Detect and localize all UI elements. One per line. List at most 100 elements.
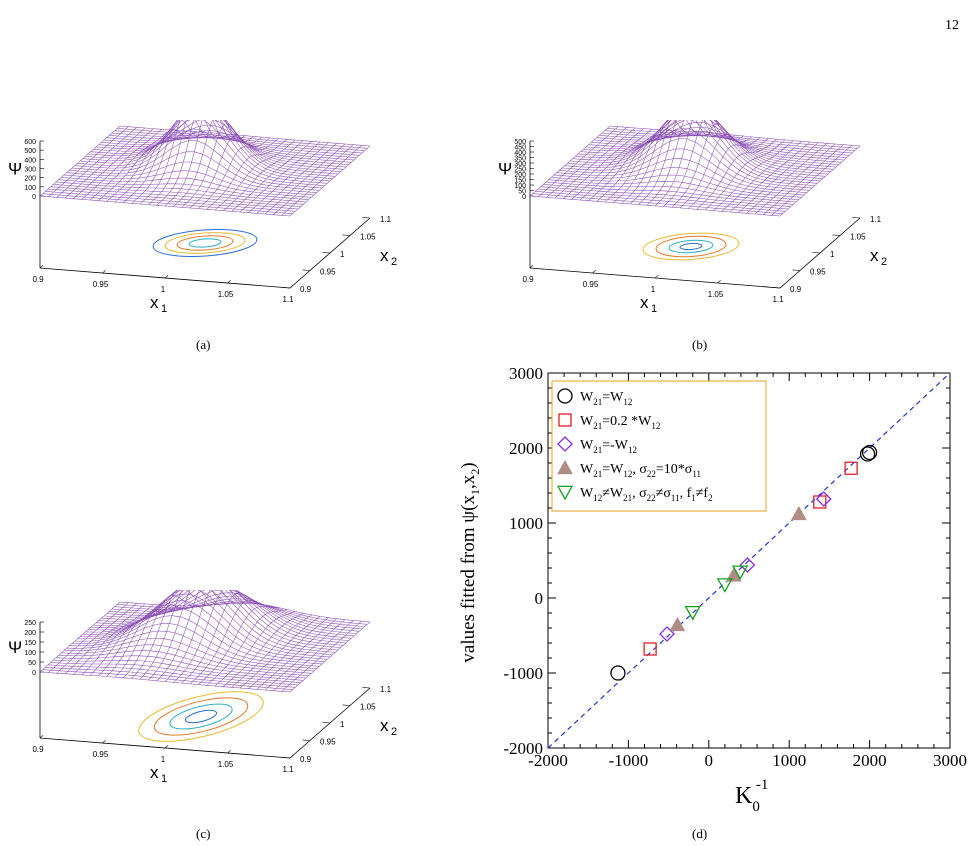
x2-axis-label: x [870,246,879,265]
mesh-line [111,132,363,154]
legend-box [551,380,767,512]
z-tick-label: 250 [514,167,526,174]
legend-label: W21=W12, σ22=10*σ11 [580,462,701,479]
x-tick-label: -1000 [609,751,649,770]
z-tick-label: 300 [24,167,36,174]
mesh-line [264,143,346,215]
legend-label-part: W [580,486,594,501]
z-tick-label: 500 [24,148,36,155]
contour-ring [655,235,727,258]
mesh-line [540,186,791,207]
mesh-line [264,619,346,691]
x2-tick-label: 0.95 [320,268,336,277]
mesh-line [81,129,162,200]
mesh-line [50,186,301,207]
y-axis-label-part: ,x [458,474,479,489]
data-point [669,616,686,632]
x1-axis-label: x [640,293,649,312]
x1-tick-label: 1.05 [218,760,234,769]
mesh-line [117,128,368,149]
legend-label: W21=0.2 *W12 [580,414,660,431]
x-axis-label-sub: 0 [752,799,760,815]
mesh-line [256,143,337,214]
x2-tick-label: 1 [830,250,835,259]
mesh-line [601,132,853,154]
data-point [643,642,657,656]
x1-tick-label: 0.9 [522,275,534,284]
legend-label-part: 2 [708,493,713,503]
x1-tick-label: 1 [161,755,166,764]
x1-tick [654,274,659,279]
mesh-line [763,144,844,215]
x2-tick [362,217,371,219]
mesh-line [119,125,371,147]
legend-label-part: 21 [593,421,602,431]
mesh-line [119,601,371,623]
legend-label-part: 12 [628,445,637,455]
x1-tick-label: 0.95 [93,280,109,289]
z-tick-label: 400 [514,150,526,157]
mesh-line [604,130,855,151]
x2-tick-label: 0.9 [300,285,312,294]
x2-tick [302,269,311,271]
z-tick-label: 50 [28,660,36,667]
page-number: 12 [945,18,959,33]
legend-marker [557,436,573,452]
x1-tick [164,744,169,749]
x1-tick-label: 0.95 [583,280,599,289]
legend-label-part: 12 [651,421,660,431]
floor-contours [138,691,264,742]
x2-tick-label: 1.05 [850,233,866,242]
legend-label-part: 22 [647,493,656,503]
y-tick-label: 2000 [509,439,543,458]
x2-tick [322,252,331,254]
contour-ring [152,229,258,257]
mesh-line [39,601,121,673]
floor-axes: 0.90.9511.051.11.11.0510.950.95004504003… [498,139,887,315]
legend-label-part: W [580,462,594,477]
x2-tick-label: 1.1 [380,215,392,224]
legend-label-part: 11 [671,493,680,503]
z-tick-label: 300 [514,161,526,168]
x1-tick-label: 0.9 [32,275,44,284]
x2-tick [362,687,371,689]
mesh-line [273,144,354,215]
mesh-line [779,145,861,217]
surface-plot-a: 0.9 0.95 1 1.05 1.1 1.1 1.05 1 0.95 0.9 600 500 400 3… [8,120,397,315]
contour-ring [668,239,714,254]
x1-tick [779,284,784,289]
series-0 [610,444,878,681]
legend-label-part: 21 [593,397,602,407]
z-tick-label: 100 [514,183,526,190]
x1-axis-label-sub: 1 [651,303,657,315]
x1-tick-label: 1 [651,285,656,294]
x2-tick-label: 1.1 [870,215,882,224]
y-tick-label: 3000 [509,364,543,383]
x2-tick-label: 0.95 [320,738,336,747]
contour-ring [679,242,703,251]
y-axis-label-part: 1 [468,489,482,495]
plot-frame [547,372,951,749]
floor-axes: 0.90.9511.051.11.11.0510.950.92502001501… [8,620,397,785]
x2-axis-label: x [380,246,389,265]
x1-tick [227,279,231,284]
x2-tick [302,739,311,741]
mesh-line [754,143,836,215]
floor-contours [152,229,258,257]
x1-tick [102,739,106,744]
x1-tick [529,264,534,269]
legend-marker [558,413,572,427]
z-tick-label: 150 [24,640,36,647]
x2-tick [342,234,351,236]
legend-marker [557,459,573,475]
z-axis-label: Ψ [498,160,512,179]
x1-tick [39,734,44,739]
data-point [790,505,807,521]
z-tick-label: 200 [514,172,526,179]
legend-label: W21=-W12 [580,438,637,455]
legend-label-part: =0.2 *W [602,414,652,429]
legend-label-part: W [580,390,594,405]
x2-tick-label: 1.05 [360,703,376,712]
x2-axis-label-sub: 2 [391,726,397,738]
y-tick-label: -1000 [503,664,543,683]
